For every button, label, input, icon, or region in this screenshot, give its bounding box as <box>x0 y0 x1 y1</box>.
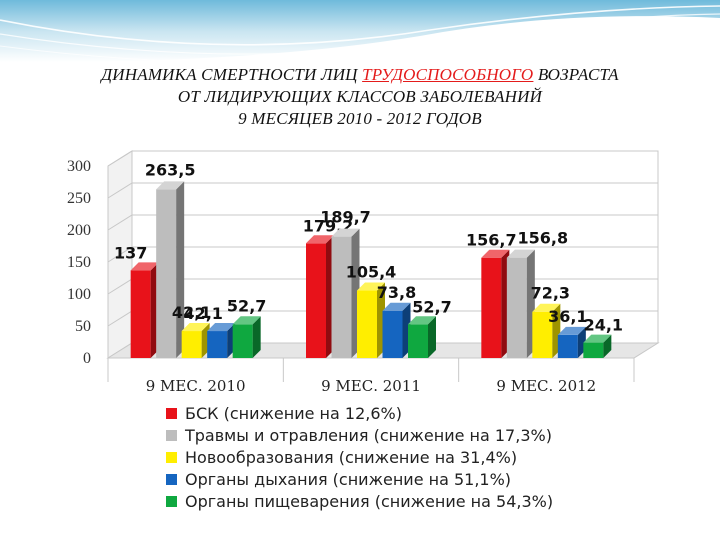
bar <box>181 331 202 358</box>
bar-top <box>207 323 236 332</box>
bar-top <box>357 282 385 291</box>
bar-top <box>232 316 261 325</box>
chart-legend: БСК (снижение на 12,6%) Травмы и отравлен… <box>166 402 553 512</box>
bar <box>156 189 177 358</box>
legend-label: Травмы и отравления (снижение на 17,3%) <box>185 425 552 445</box>
data-label: 42,1 <box>183 304 222 323</box>
gridline <box>107 246 658 263</box>
bar <box>232 324 253 358</box>
bar <box>207 331 228 358</box>
bar <box>481 257 502 358</box>
data-label: 189,7 <box>320 208 371 227</box>
y-tick-label: 0 <box>83 350 91 367</box>
bar <box>557 334 578 358</box>
data-label: 156,8 <box>518 229 569 248</box>
legend-label: БСК (снижение на 12,6%) <box>185 403 402 423</box>
bar-top <box>583 334 612 343</box>
bar <box>331 236 352 358</box>
legend-label: Органы дыхания (снижение на 51,1%) <box>185 469 512 489</box>
bar <box>130 270 151 358</box>
header-decoration <box>0 0 720 64</box>
bar-top <box>331 228 360 237</box>
legend-label: Органы пищеварения (снижение на 54,3%) <box>185 491 554 511</box>
legend-item: БСК (снижение на 12,6%) <box>166 402 553 424</box>
data-label: 72,3 <box>531 284 570 303</box>
y-tick-label: 100 <box>67 286 91 303</box>
title-line-2: ОТ ЛИДИРУЮЩИХ КЛАССОВ ЗАБОЛЕВАНИЙ <box>177 87 543 106</box>
title-line-1-end: ВОЗРАСТА <box>533 65 619 84</box>
bar-side <box>428 316 436 358</box>
bar-top <box>481 249 510 258</box>
legend-swatch <box>166 451 177 463</box>
bar-top <box>557 326 586 335</box>
legend-swatch <box>166 407 177 419</box>
data-label: 36,1 <box>548 307 587 326</box>
y-tick-label: 200 <box>67 222 91 239</box>
title-highlight: ТРУДОСПОСОБНОГО <box>362 65 534 84</box>
bar <box>306 243 326 358</box>
bar <box>382 310 403 358</box>
legend-item: Травмы и отравления (снижение на 17,3%) <box>166 424 553 446</box>
bar-top <box>156 181 185 190</box>
legend-item: Новообразования (снижение на 31,4%) <box>166 446 553 468</box>
legend-swatch <box>166 473 177 485</box>
bar-top <box>382 302 411 311</box>
data-label: 105,4 <box>346 263 397 282</box>
legend-swatch <box>166 429 177 441</box>
x-tick-label: 9 МЕС. 2011 <box>321 377 421 395</box>
bar-top <box>181 323 210 332</box>
bar <box>583 342 604 358</box>
x-tick-label: 9 МЕС. 2012 <box>496 377 596 395</box>
bar-side <box>252 316 261 358</box>
data-label: 263,5 <box>145 160 196 179</box>
y-tick-label: 50 <box>75 318 91 335</box>
data-label: 73,8 <box>377 283 416 302</box>
data-label: 137 <box>114 243 147 262</box>
data-label: 24,1 <box>584 316 623 335</box>
y-tick-label: 300 <box>67 158 91 175</box>
legend-item: Органы пищеварения (снижение на 54,3%) <box>166 490 553 512</box>
bar-top <box>130 262 159 271</box>
gridline <box>107 214 658 231</box>
title-line-1: ДИНАМИКА СМЕРТНОСТИ ЛИЦ ТРУДОСПОСОБНОГО … <box>0 64 720 86</box>
bar <box>408 324 428 358</box>
legend-item: Органы дыхания (снижение на 51,1%) <box>166 468 553 490</box>
gridline <box>107 150 658 167</box>
bar-top <box>506 249 535 258</box>
data-label: 42,1 <box>172 303 211 322</box>
gridline <box>107 182 658 199</box>
title-line-1-start: ДИНАМИКА СМЕРТНОСТИ ЛИЦ <box>101 65 363 84</box>
bar-top <box>532 303 561 312</box>
bar-side <box>603 334 612 358</box>
y-tick-label: 150 <box>67 254 91 271</box>
x-tick-label: 9 МЕС. 2010 <box>146 377 246 395</box>
title-line-3: 9 МЕСЯЦЕВ 2010 - 2012 ГОДОВ <box>238 109 482 128</box>
bar-top <box>408 316 436 325</box>
chart-title: ДИНАМИКА СМЕРТНОСТИ ЛИЦ ТРУДОСПОСОБНОГО … <box>0 64 720 130</box>
bar-top <box>306 235 334 244</box>
legend-swatch <box>166 495 177 507</box>
bar-side <box>176 181 185 358</box>
bar <box>506 257 527 358</box>
data-label: 156,7 <box>466 231 517 250</box>
bar <box>357 290 377 358</box>
data-label: 52,7 <box>412 297 451 316</box>
data-label: 52,7 <box>227 296 266 315</box>
y-tick-label: 250 <box>67 190 91 207</box>
legend-label: Новообразования (снижение на 31,4%) <box>185 447 518 467</box>
bar <box>532 311 553 358</box>
